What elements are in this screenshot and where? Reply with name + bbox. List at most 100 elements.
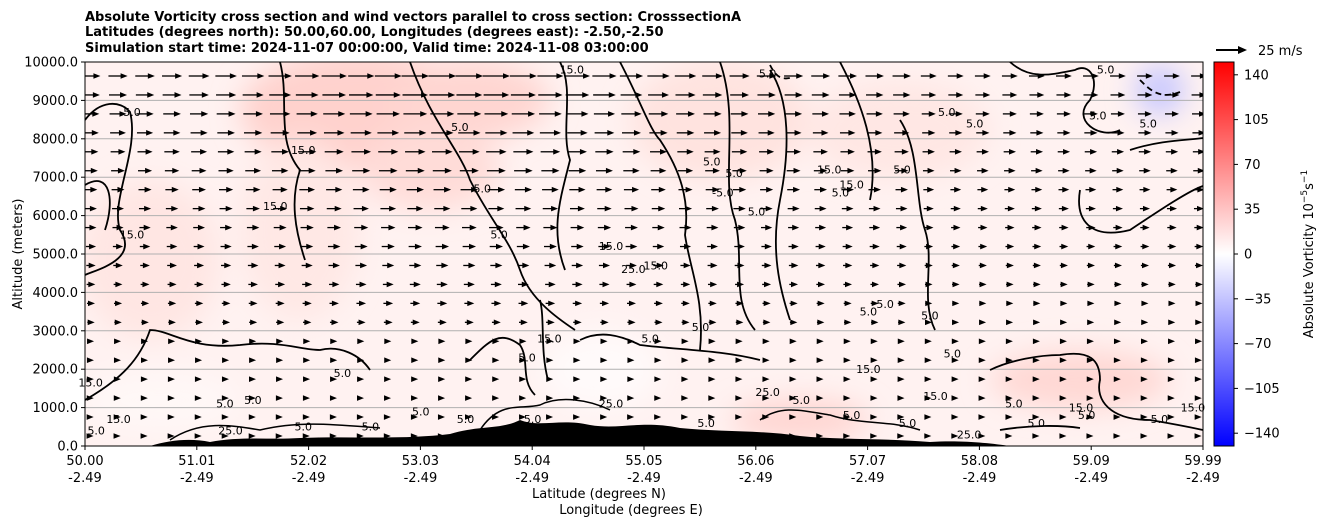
contour-label: 5.0	[87, 424, 105, 437]
contour-line	[85, 329, 371, 401]
wind-vector-head	[1170, 205, 1178, 212]
wind-vector-head	[91, 130, 99, 136]
wind-vector-head	[739, 186, 747, 193]
wind-vector-head	[1062, 186, 1070, 193]
wind-vector-head	[1194, 376, 1202, 382]
wind-vector-head	[546, 338, 554, 345]
wind-vector-head	[168, 338, 176, 345]
wind-vector-head	[1115, 205, 1123, 212]
x-tick-label-lat: 50.00	[66, 454, 103, 469]
wind-vector-head	[529, 73, 537, 79]
wind-vector-head	[1145, 73, 1153, 79]
wind-vector-head	[467, 281, 475, 288]
wind-vector-head	[444, 186, 452, 193]
wind-vector-head	[550, 224, 558, 231]
wind-vector-head	[633, 148, 641, 155]
wind-vector-head	[897, 376, 905, 382]
wind-vector-head	[978, 338, 986, 345]
wind-vector-head	[899, 243, 907, 250]
wind-vector-head	[740, 148, 748, 155]
wind-vector-head	[628, 319, 636, 326]
wind-vector-head	[764, 281, 772, 288]
wind-vector-head	[790, 319, 798, 326]
wind-vector-head	[1199, 73, 1203, 79]
wind-vector-head	[816, 357, 824, 364]
contour-line	[85, 103, 133, 276]
wind-vector-head	[846, 205, 854, 212]
wind-vector-head	[334, 205, 342, 212]
colorbar-gradient	[1213, 61, 1235, 447]
wind-vector-head	[1194, 395, 1202, 401]
contour-label: 15.0	[291, 144, 316, 157]
wind-vector-head	[303, 357, 311, 364]
wind-vector-head	[413, 300, 421, 307]
wind-vector-head	[119, 111, 127, 117]
wind-vector-head	[924, 414, 932, 420]
wind-vector-head	[924, 376, 932, 382]
wind-vector-head	[492, 357, 500, 364]
wind-vector-head	[681, 414, 689, 420]
wind-vector-head	[764, 262, 772, 269]
wind-vector-head	[608, 92, 616, 98]
wind-vector-head	[248, 395, 256, 401]
wind-vector-head	[979, 319, 987, 326]
wind-vector-head	[1087, 262, 1095, 269]
wind-vector-head	[229, 73, 237, 79]
wind-vector-head	[1167, 376, 1175, 382]
wind-vector-head	[955, 130, 963, 136]
wind-vector-head	[553, 130, 561, 136]
wind-vector-head	[414, 243, 422, 250]
wind-vector-head	[1169, 243, 1177, 250]
wind-vector-head	[168, 357, 176, 364]
wind-vector-head	[634, 111, 642, 117]
wind-vector-head	[654, 357, 662, 364]
x-tick-label-lon: -2.49	[1186, 471, 1220, 486]
wind-vector-head	[903, 73, 911, 79]
wind-vector-head	[248, 376, 256, 382]
wind-vector-head	[360, 243, 368, 250]
wind-vector-head	[819, 205, 827, 212]
wind-vector-head	[1036, 111, 1044, 117]
wind-vector-head	[196, 300, 204, 307]
wind-vector-head	[1195, 300, 1203, 307]
wind-vector-head	[822, 92, 830, 98]
contour-label: 15.0	[644, 259, 669, 272]
wind-vector-head	[978, 395, 986, 401]
wind-vector-head	[303, 376, 311, 382]
wind-vector-head	[794, 130, 802, 136]
wind-vector-head	[362, 186, 370, 193]
wind-vector-head	[608, 111, 616, 117]
wind-vector-head	[250, 300, 258, 307]
wind-vector-head	[526, 148, 534, 155]
wind-vector-head	[686, 148, 694, 155]
contour-line	[619, 62, 702, 351]
wind-vector-head	[1169, 262, 1177, 269]
wind-vector-head	[982, 111, 990, 117]
wind-vector-head	[789, 395, 797, 401]
contour-label: 5.0	[216, 398, 234, 411]
wind-vector-head	[494, 300, 502, 307]
contour-line	[769, 64, 791, 80]
contour-label: 15.0	[839, 179, 864, 192]
wind-vector-head	[1060, 319, 1068, 326]
wind-vector-head	[708, 357, 716, 364]
wind-vector-head	[1086, 414, 1094, 420]
wind-vector-head	[951, 414, 959, 420]
wind-vector-head	[336, 167, 344, 174]
wind-vector-head	[1168, 338, 1176, 345]
wind-vector-head	[115, 262, 123, 269]
wind-vector-head	[576, 262, 584, 269]
wind-vector-head	[600, 376, 608, 382]
wind-vector-head	[551, 205, 559, 212]
wind-vector-head	[979, 300, 987, 307]
contour-label: 15.0	[1181, 401, 1206, 414]
wind-vector-head	[817, 281, 825, 288]
wind-vector-head	[848, 111, 856, 117]
wind-vector-head	[275, 395, 283, 401]
contour-label: 15.0	[120, 229, 145, 242]
wind-vector-head	[140, 433, 148, 439]
wind-vector-head	[248, 433, 256, 439]
wind-vector-head	[501, 111, 509, 117]
wind-vector-head	[737, 243, 745, 250]
wind-vector-head	[1006, 300, 1014, 307]
